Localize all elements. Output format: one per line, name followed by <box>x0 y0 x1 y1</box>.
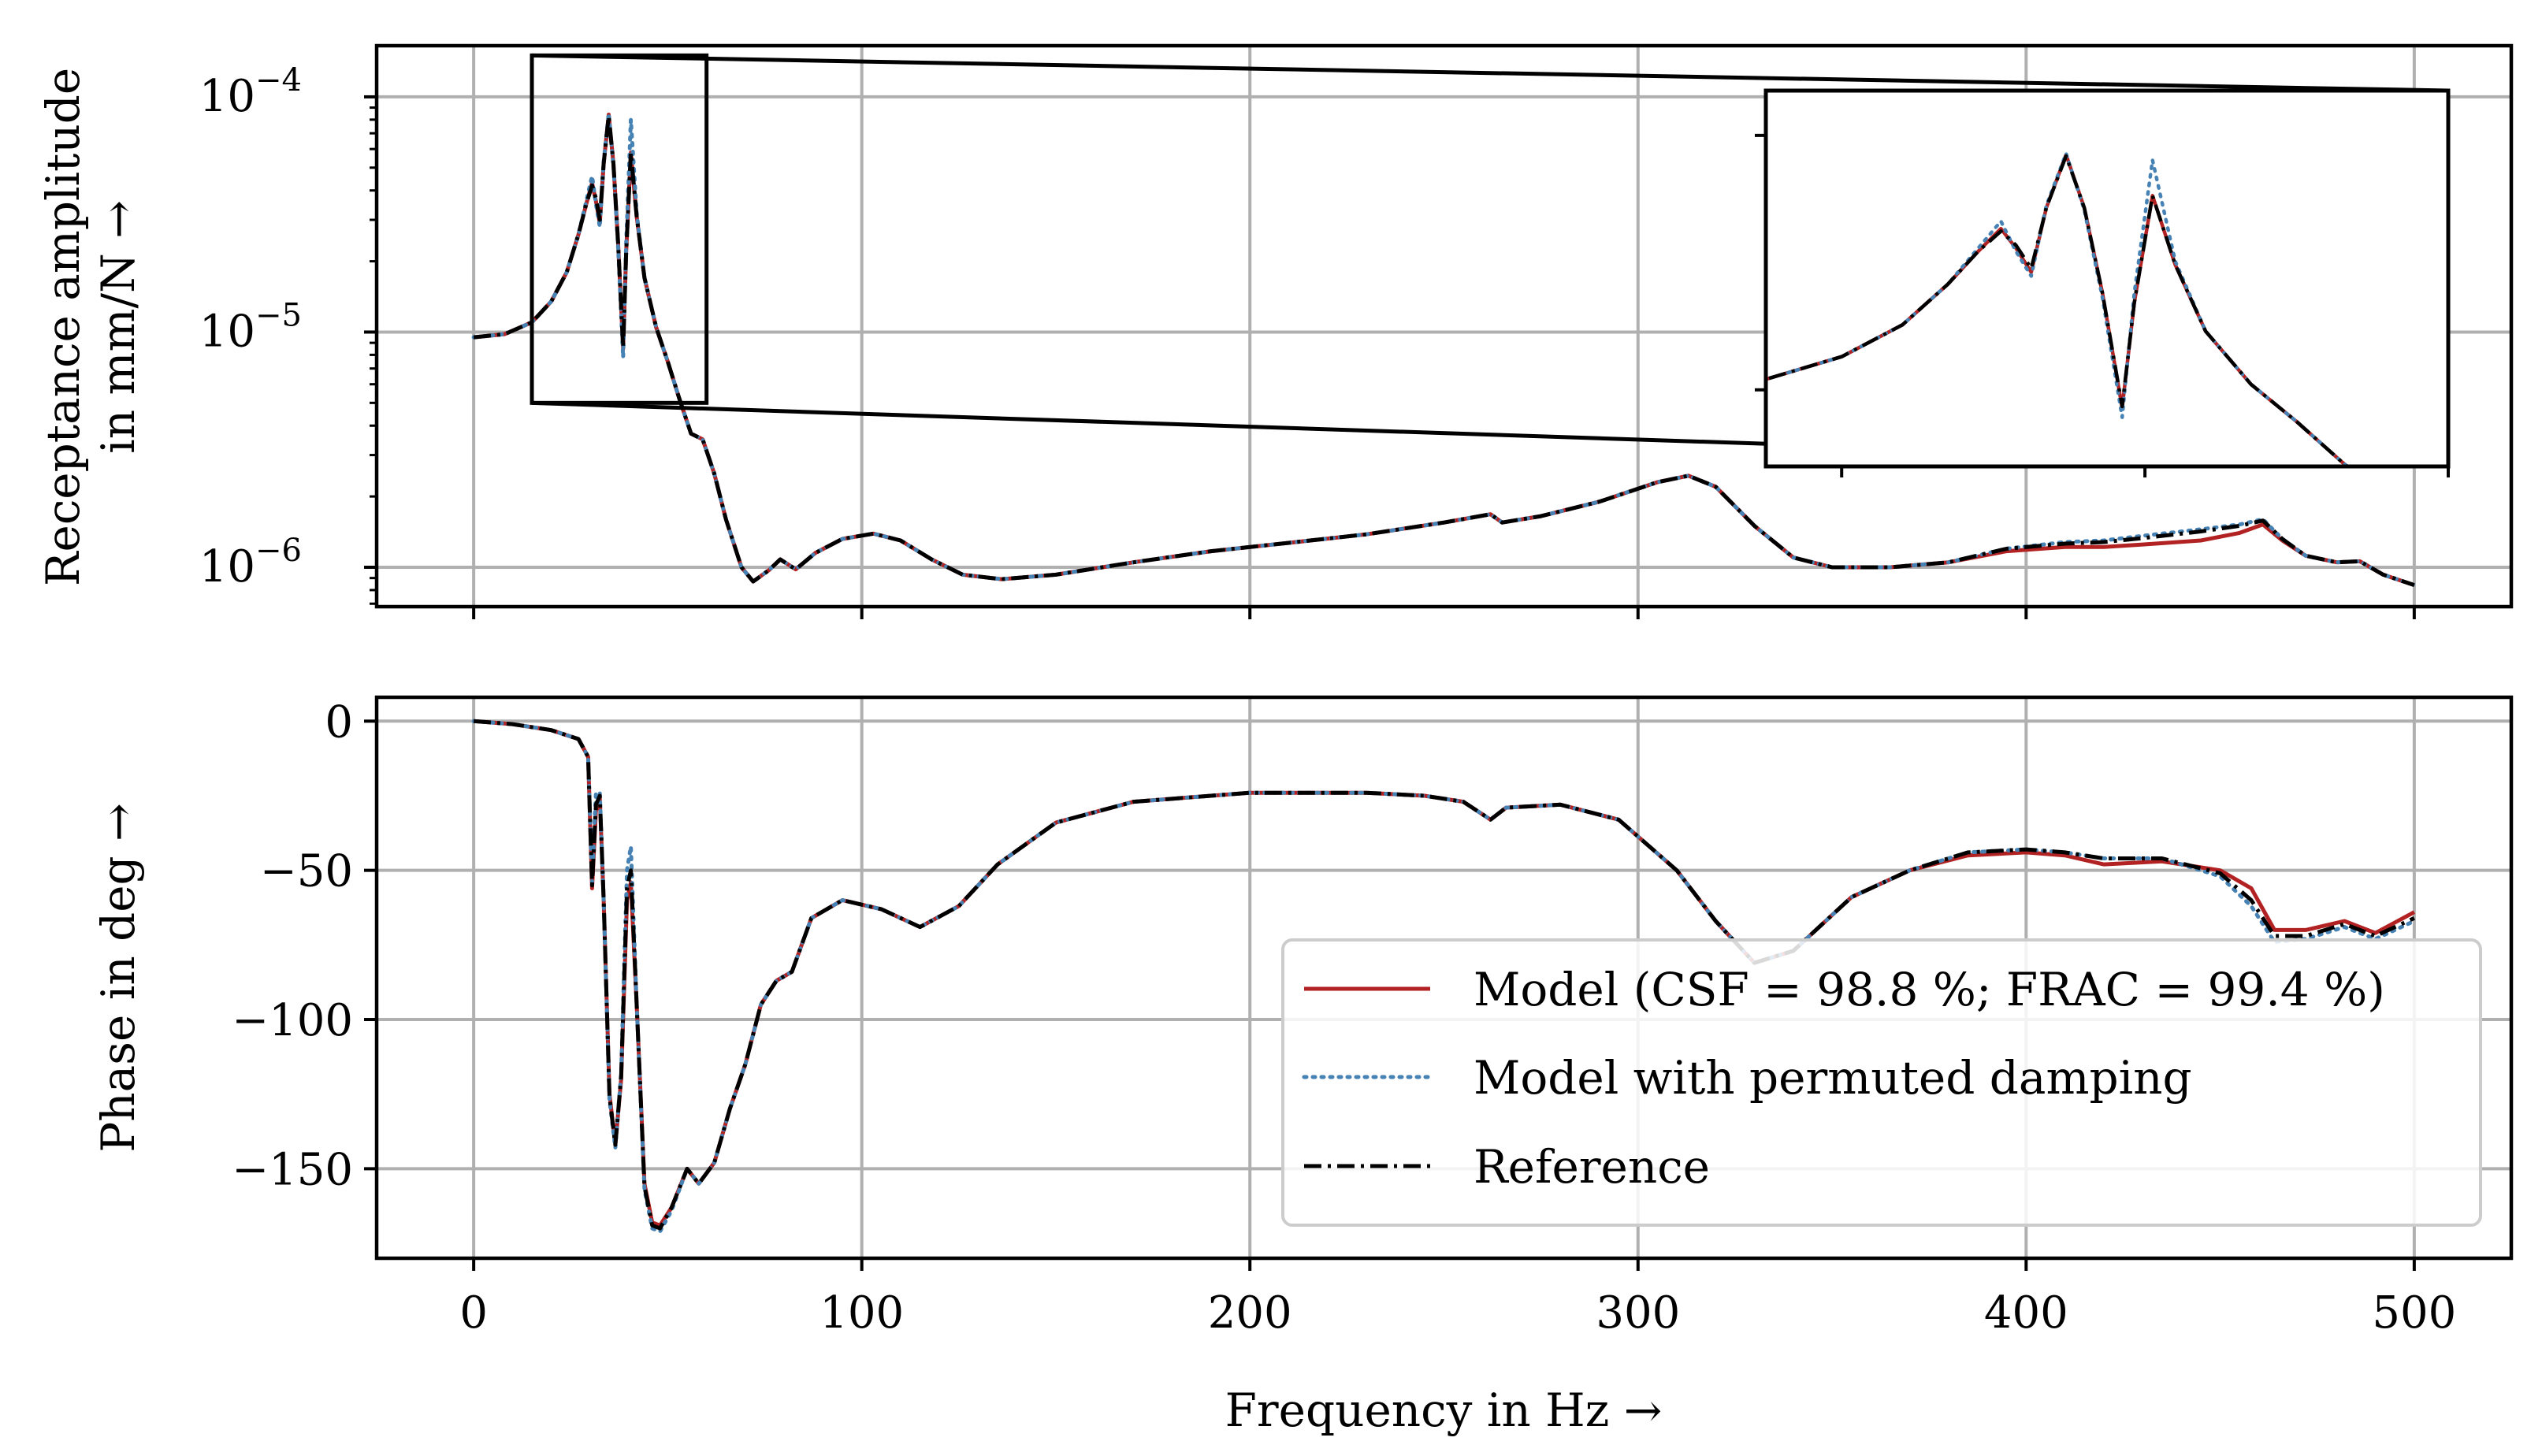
x-tick-label-5: 500 <box>2372 1287 2456 1339</box>
legend-label-reference: Reference <box>1474 1140 1710 1194</box>
x-axis-label: Frequency in Hz → <box>1225 1384 1663 1437</box>
phase-axes-frame <box>374 695 2514 1261</box>
amp-ytick-label-0: 10−4 <box>199 62 302 122</box>
x-tick-label-0: 0 <box>459 1287 488 1339</box>
inset-series <box>1766 151 2351 466</box>
legend-label-model: Model (CSF = 98.8 %; FRAC = 99.4 %) <box>1474 963 2385 1016</box>
amp-ytick-label-1: 10−5 <box>199 297 302 357</box>
phase-ytick-label-1: −50 <box>260 846 353 897</box>
amplitude-line-2 <box>473 113 2415 587</box>
x-tick-label-1: 100 <box>819 1287 904 1339</box>
amplitude-ylabel-line-2: in mm/N → <box>91 200 145 454</box>
amplitude-ticks: 10−4 10−5 10−6 <box>199 62 2416 619</box>
inset-background <box>1766 91 2448 466</box>
x-tick-label-2: 200 <box>1208 1287 1292 1339</box>
inset-frame <box>1763 88 2451 469</box>
amp-ytick-label-2: 10−6 <box>199 533 302 592</box>
phase-line-2 <box>473 719 2415 1231</box>
phase-ylabel: Phase in deg → <box>91 803 145 1152</box>
zoom-connector-top <box>531 53 2449 93</box>
phase-ticks: 0 100 200 300 400 500 0 −50 −100 −150 <box>232 696 2456 1339</box>
phase-ytick-label-0: 0 <box>325 696 353 748</box>
legend: Model (CSF = 98.8 %; FRAC = 99.4 %) Mode… <box>1281 938 2482 1227</box>
legend-label-permuted: Model with permuted damping <box>1474 1051 2192 1105</box>
phase-ytick-label-2: −100 <box>232 995 353 1046</box>
amplitude-series <box>471 111 2417 588</box>
phase-panel: 0 100 200 300 400 500 0 −50 −100 −150 Phase in de… <box>91 695 2514 1437</box>
x-tick-label-3: 300 <box>1596 1287 1680 1339</box>
phase-series <box>471 719 2417 1234</box>
inset-line-2 <box>1766 154 2351 466</box>
x-tick-label-4: 400 <box>1984 1287 2068 1339</box>
amplitude-inset <box>1755 88 2451 477</box>
amplitude-ylabel-line-1: Receptance amplitude <box>36 68 90 586</box>
amplitude-panel: 10−4 10−5 10−6 Receptance amplitude in mm/… <box>36 43 2514 619</box>
phase-ytick-label-3: −150 <box>232 1144 353 1195</box>
legend-box <box>1281 938 2482 1227</box>
amplitude-axes-frame <box>374 43 2514 609</box>
